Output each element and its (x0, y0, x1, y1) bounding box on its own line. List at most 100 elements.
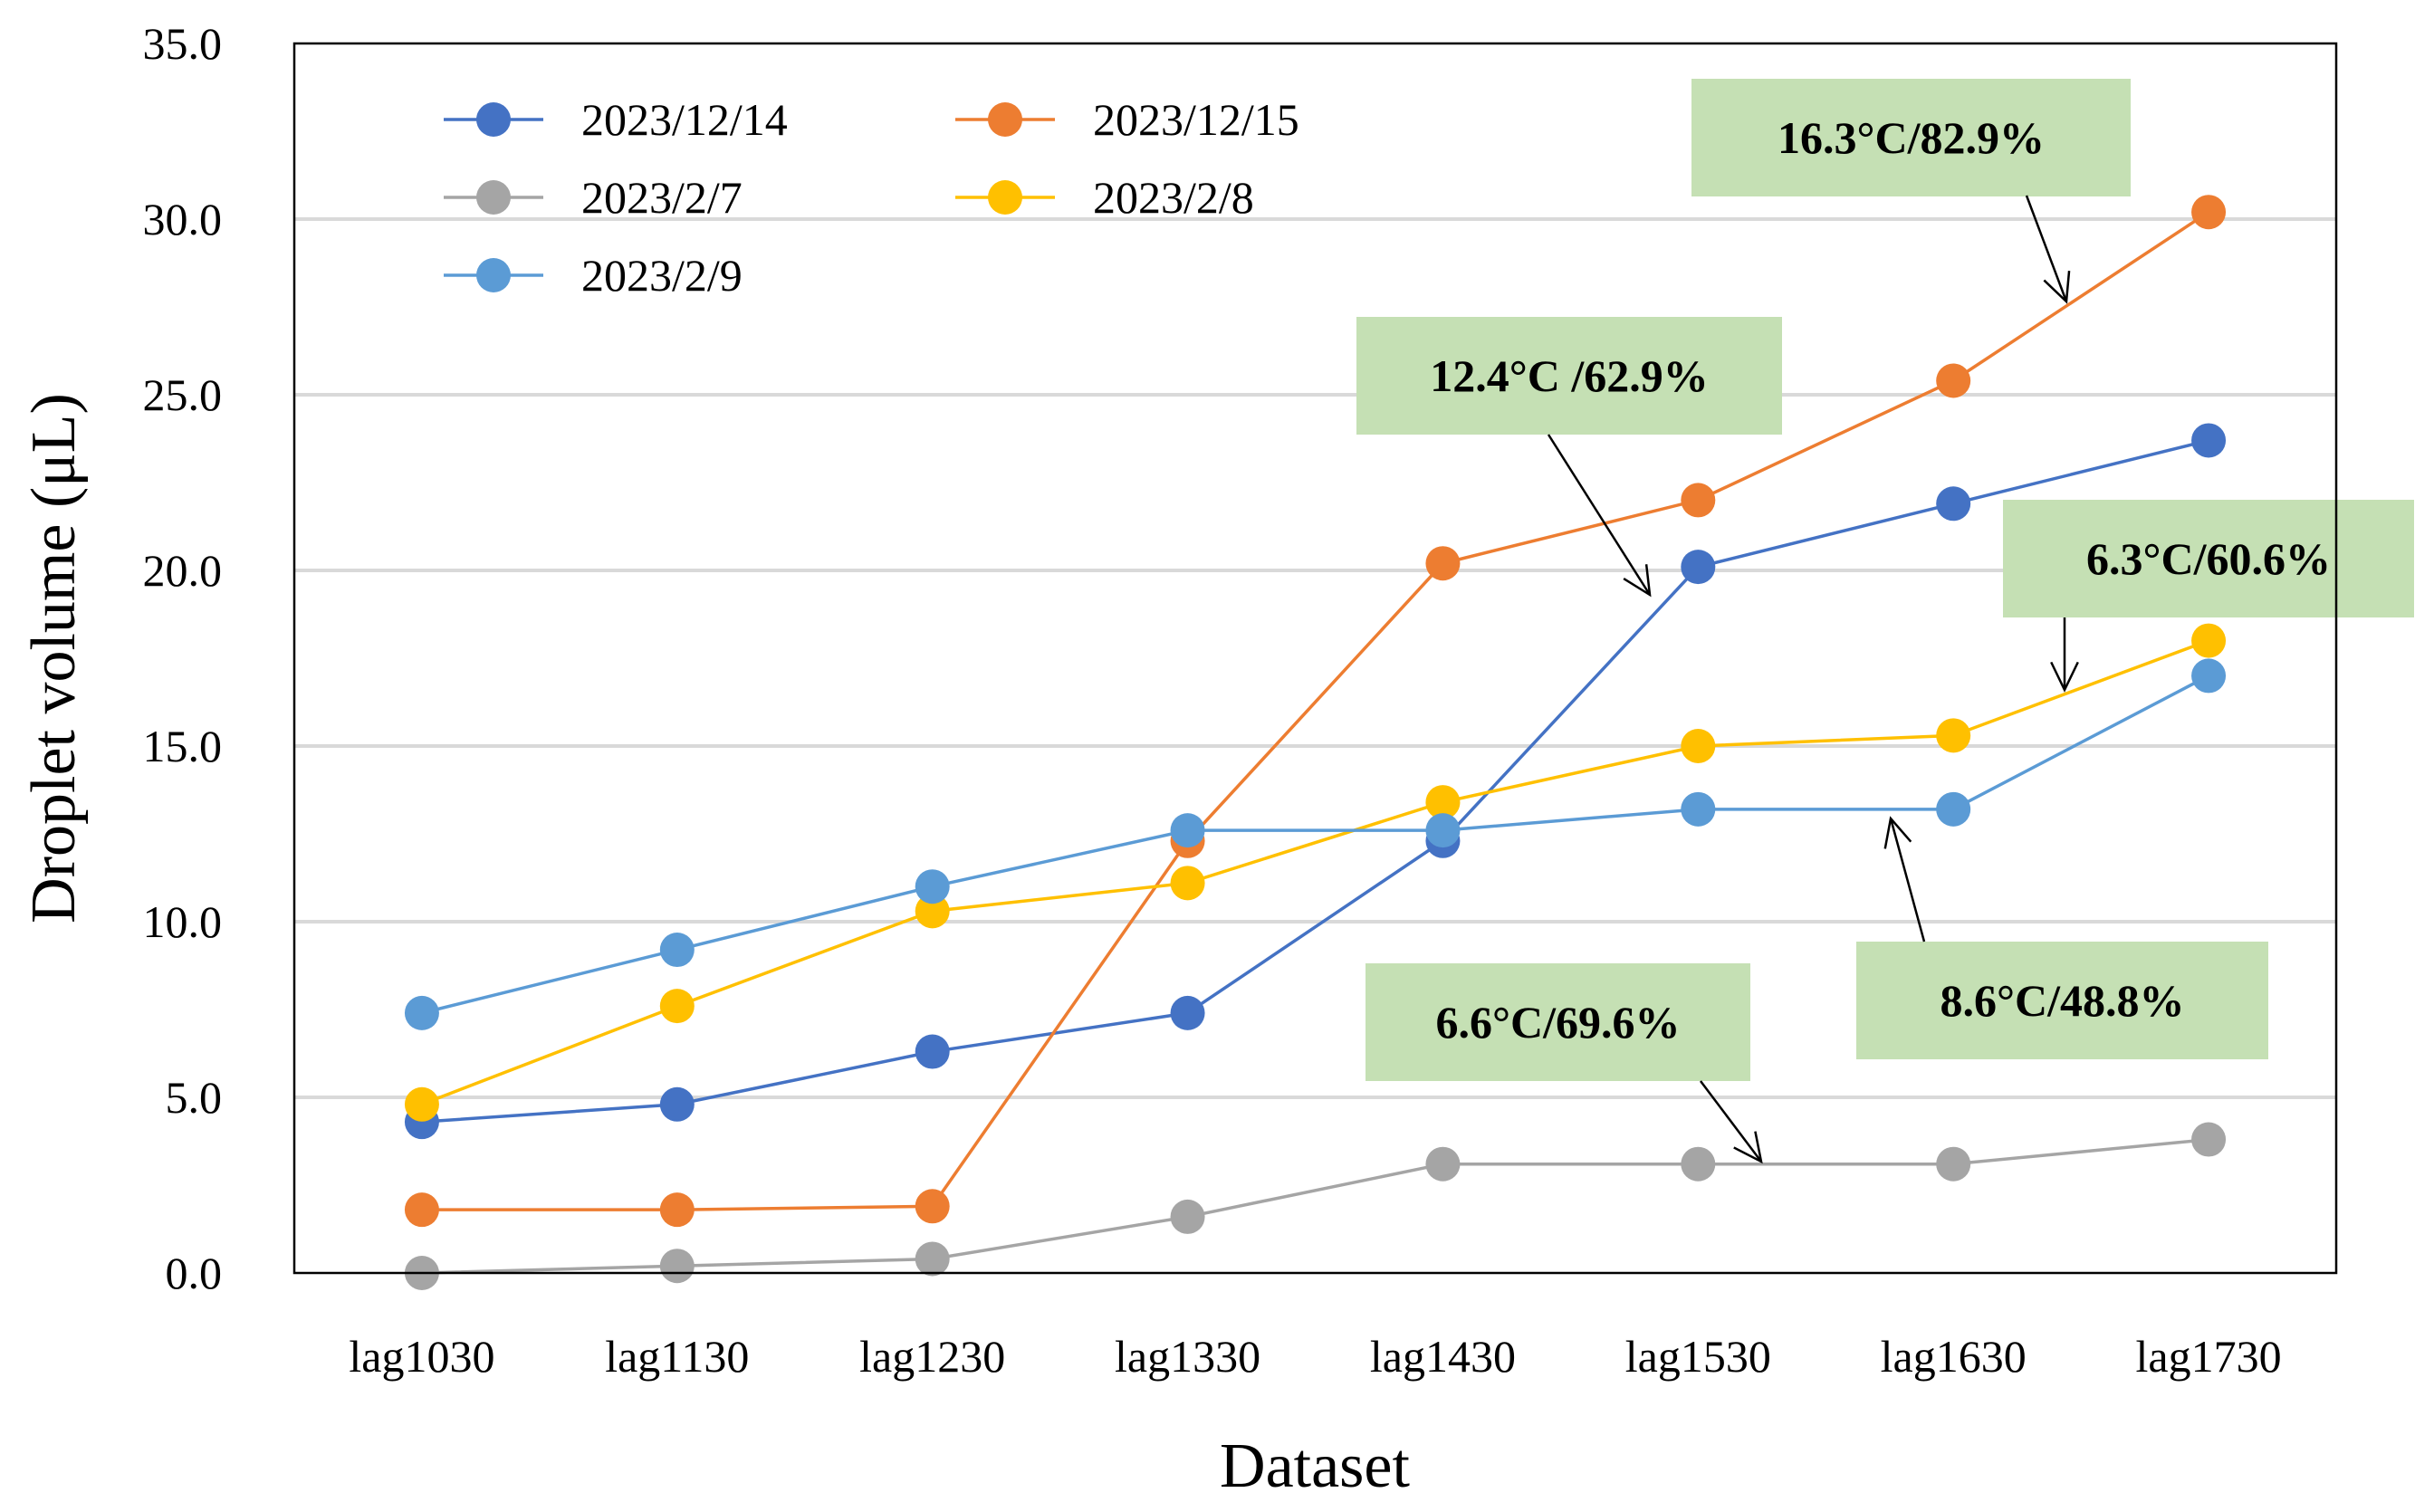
data-point (1681, 483, 1716, 518)
y-axis-title: Droplet volume (μL) (19, 393, 89, 923)
y-tick-label: 0.0 (166, 1248, 223, 1298)
legend-marker (988, 102, 1022, 137)
y-tick-label: 5.0 (166, 1072, 223, 1123)
data-point (404, 1086, 439, 1122)
annotation-label: 6.3°C/60.6% (2086, 533, 2331, 584)
legend-item: 2023/12/15 (955, 94, 1299, 145)
annotation-label: 8.6°C/48.8% (1940, 975, 2185, 1026)
data-point (659, 989, 695, 1024)
annotation-callout: 6.3°C/60.6% (2003, 500, 2414, 693)
legend-marker (476, 102, 511, 137)
series-line (421, 438, 2209, 1124)
annotations: 16.3°C/82.9% 12.4°C /62.9% 6.3°C/60.6% 6.6°… (1356, 79, 2414, 1164)
annotation-arrow-shaft (1889, 818, 1926, 943)
x-tick-label: lag1630 (1881, 1331, 2027, 1382)
y-tick-label: 10.0 (143, 896, 223, 947)
legend-label: 2023/2/8 (1093, 172, 1254, 223)
series-line (421, 674, 2209, 1015)
x-tick-label: lag1730 (2136, 1331, 2282, 1382)
data-point (1425, 546, 1461, 581)
legend: 2023/12/14 2023/12/15 2023/2/7 2023/2/8 2023… (444, 94, 1299, 301)
data-point (2191, 1122, 2227, 1157)
x-tick-label: lag1330 (1115, 1331, 1260, 1382)
data-point (1681, 791, 1716, 827)
data-point (1170, 995, 1205, 1030)
data-point (1425, 785, 1461, 820)
data-point (1170, 1199, 1205, 1234)
x-tick-labels: lag1030 lag1130 lag1230 lag1330 lag1430 lag15… (349, 1331, 2281, 1382)
data-point (2191, 423, 2227, 458)
x-tick-label: lag1530 (1625, 1331, 1771, 1382)
data-point (915, 894, 950, 929)
series-line (421, 638, 2209, 1106)
y-tick-label: 20.0 (143, 545, 223, 596)
data-point (2191, 658, 2227, 694)
legend-item: 2023/2/7 (444, 172, 743, 223)
annotation-arrow-shaft (1700, 1080, 1762, 1163)
series-2023-2-9 (404, 658, 2227, 1030)
y-tick-label: 15.0 (143, 721, 223, 771)
annotation-box (2003, 500, 2414, 617)
annotation-callout: 16.3°C/82.9% (1691, 79, 2131, 304)
annotation-callout: 8.6°C/48.8% (1856, 816, 2268, 1059)
annotation-box (1691, 79, 2131, 196)
annotation-callout: 6.6°C/69.6% (1366, 963, 1763, 1164)
annotation-arrow-head (2043, 271, 2071, 304)
x-tick-label: lag1430 (1370, 1331, 1516, 1382)
annotation-arrow-head (2050, 661, 2079, 693)
legend-label: 2023/12/14 (581, 94, 788, 145)
data-point (404, 995, 439, 1030)
annotation-box (1356, 317, 1782, 435)
series-group (404, 195, 2227, 1290)
annotation-box (1366, 963, 1750, 1081)
legend-marker (476, 180, 511, 215)
annotation-arrow-shaft (1547, 434, 1652, 596)
data-point (404, 1192, 439, 1228)
series-2023-2-8 (404, 623, 2227, 1122)
legend-marker (988, 180, 1022, 215)
legend-item: 2023/12/14 (444, 94, 788, 145)
y-tick-labels: 0.0 5.0 10.0 15.0 20.0 25.0 30.0 35.0 (143, 18, 223, 1298)
annotation-label: 16.3°C/82.9% (1778, 112, 2045, 163)
data-point (915, 1034, 950, 1069)
legend-marker (476, 258, 511, 292)
data-point (1936, 791, 1971, 827)
data-point (915, 869, 950, 904)
x-axis-title: Dataset (1220, 1431, 1410, 1501)
data-point (2191, 195, 2227, 230)
data-point (1936, 486, 1971, 522)
series-line (421, 1137, 2209, 1275)
series-line (421, 210, 2210, 1211)
legend-item: 2023/2/9 (444, 250, 743, 301)
data-point (1936, 1146, 1971, 1182)
annotation-arrow-head (1883, 816, 1912, 849)
y-tick-label: 30.0 (143, 194, 223, 244)
data-point (1425, 813, 1461, 848)
plot-frame (292, 42, 2338, 1275)
data-point (1425, 1146, 1461, 1182)
data-point (1936, 363, 1971, 398)
annotation-box (1856, 942, 2268, 1059)
legend-label: 2023/12/15 (1093, 94, 1299, 145)
data-point (1170, 866, 1205, 901)
data-point (659, 1249, 695, 1284)
legend-item: 2023/2/8 (955, 172, 1254, 223)
data-point (1681, 1146, 1716, 1182)
data-point (1681, 550, 1716, 585)
x-tick-label: lag1030 (349, 1331, 494, 1382)
legend-label: 2023/2/9 (581, 250, 743, 301)
series-2023-12-15 (404, 195, 2227, 1228)
data-point (659, 933, 695, 968)
annotation-arrow-shaft (2025, 195, 2068, 302)
x-tick-label: lag1130 (605, 1331, 749, 1382)
data-point (1681, 729, 1716, 763)
annotation-arrow-head (1733, 1131, 1763, 1164)
y-tick-label: 35.0 (143, 18, 223, 69)
y-tick-label: 25.0 (143, 369, 223, 420)
legend-label: 2023/2/7 (581, 172, 743, 223)
data-point (915, 1241, 950, 1277)
data-point (659, 1192, 695, 1228)
x-tick-label: lag1230 (859, 1331, 1005, 1382)
data-point (2191, 623, 2227, 658)
